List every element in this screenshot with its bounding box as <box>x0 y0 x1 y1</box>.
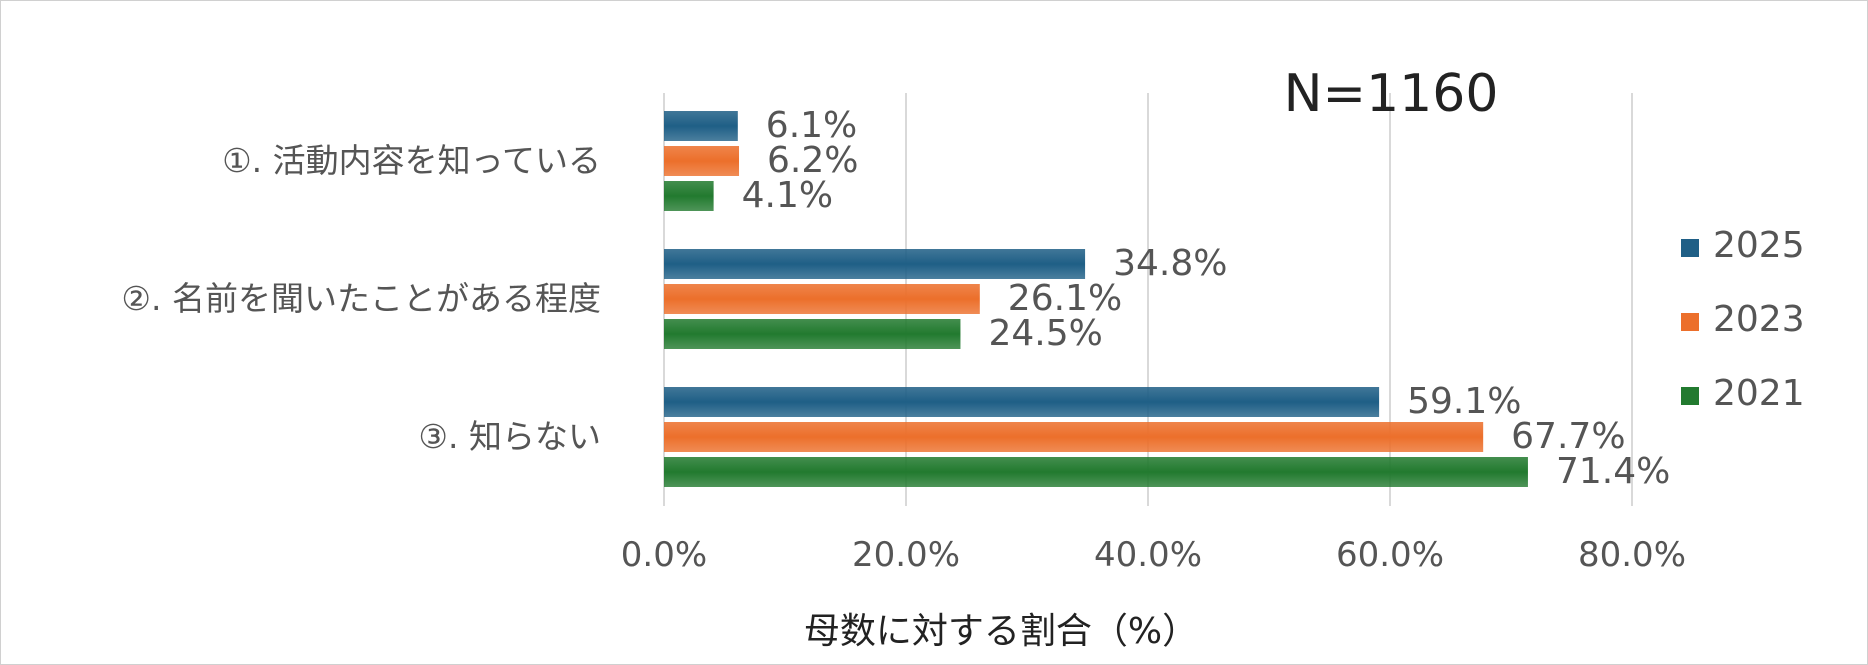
data-label: 67.7% <box>1511 416 1625 457</box>
data-label: 4.1% <box>742 175 833 216</box>
bar-2023-3 <box>664 422 1484 452</box>
data-label: 34.8% <box>1113 243 1227 284</box>
bar-2025-3 <box>664 387 1380 417</box>
category-label: ①. 活動内容を知っている <box>222 141 601 180</box>
legend-label: 2025 <box>1713 225 1805 266</box>
data-labels: 6.1%6.2%4.1% 34.8%26.1%24.5% 59.1%67.7%71.… <box>742 105 1671 492</box>
legend-swatch-2023 <box>1681 313 1699 331</box>
x-tick-label: 20.0% <box>852 535 960 575</box>
category-label: ②. 名前を聞いたことがある程度 <box>121 279 601 318</box>
data-label: 71.4% <box>1556 451 1670 492</box>
data-label: 26.1% <box>1008 278 1122 319</box>
bar-2023-2 <box>664 284 980 314</box>
x-tick-label: 80.0% <box>1578 535 1686 575</box>
bar-2023-1 <box>664 146 740 176</box>
data-label: 6.1% <box>766 105 857 146</box>
x-tick-labels: 0.0% 20.0% 40.0% 60.0% 80.0% <box>621 535 1686 575</box>
legend: 2025 2023 2021 <box>1681 225 1805 414</box>
bar-2021-1 <box>664 181 714 211</box>
category-label: ③. 知らない <box>418 417 601 456</box>
data-label: 59.1% <box>1407 381 1521 422</box>
legend-label: 2023 <box>1713 299 1805 340</box>
data-label: 24.5% <box>988 313 1102 354</box>
x-axis-title: 母数に対する割合（%） <box>804 611 1198 652</box>
x-tick-label: 0.0% <box>621 535 707 575</box>
bar-2021-3 <box>664 457 1528 487</box>
category-labels: ①. 活動内容を知っている ②. 名前を聞いたことがある程度 ③. 知らない <box>121 141 601 456</box>
bar-2025-1 <box>664 111 738 141</box>
legend-label: 2021 <box>1713 373 1805 414</box>
bar-2021-2 <box>664 319 961 349</box>
legend-swatch-2021 <box>1681 387 1699 405</box>
bars <box>664 111 1528 487</box>
bar-2025-2 <box>664 249 1086 279</box>
x-tick-label: 60.0% <box>1336 535 1444 575</box>
data-label: 6.2% <box>767 140 858 181</box>
sample-size-annotation: N=1160 <box>1284 64 1499 124</box>
x-tick-label: 40.0% <box>1094 535 1202 575</box>
legend-swatch-2025 <box>1681 239 1699 257</box>
